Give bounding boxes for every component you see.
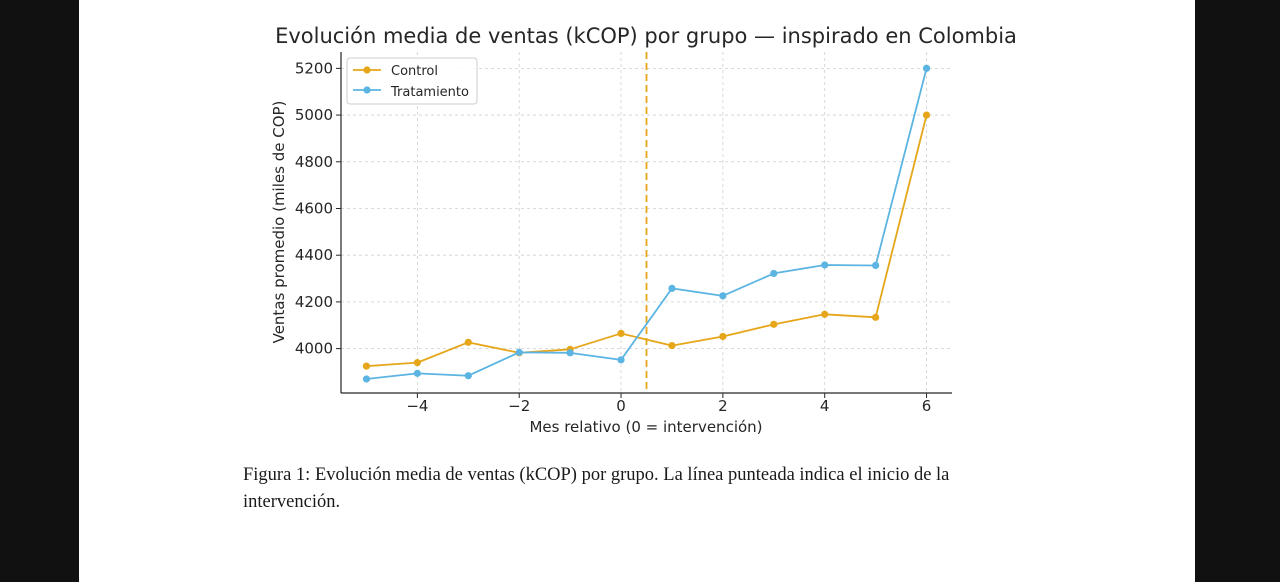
data-point-tratamiento: [413, 369, 421, 377]
y-tick-label: 4200: [295, 293, 333, 311]
data-point-tratamiento: [668, 284, 676, 292]
y-tick-label: 5200: [295, 59, 333, 77]
y-axis-label: Ventas promedio (miles de COP): [270, 101, 288, 344]
legend-marker-tratamiento: [363, 86, 371, 94]
y-tick-label: 4000: [295, 340, 333, 358]
data-point-tratamiento: [872, 261, 880, 270]
data-point-control: [821, 310, 829, 318]
series-group: [362, 64, 931, 383]
legend-marker-control: [363, 66, 371, 74]
data-point-tratamiento: [617, 356, 625, 364]
data-point-tratamiento: [770, 269, 778, 278]
x-tick-label: 2: [718, 397, 728, 415]
data-point-control: [872, 313, 880, 321]
legend-label-tratamiento: Tratamiento: [390, 85, 469, 100]
data-point-tratamiento: [362, 375, 371, 383]
data-point-tratamiento: [719, 292, 727, 300]
data-point-control: [922, 111, 931, 119]
data-point-control: [413, 359, 421, 367]
line-chart: Evolución media de ventas (kCOP) por gru…: [270, 24, 1017, 436]
y-tick-label: 4800: [295, 153, 333, 171]
data-point-control: [668, 341, 676, 350]
data-point-tratamiento: [464, 372, 472, 380]
axes: [340, 52, 952, 394]
figure-caption: Figura 1: Evolución media de ventas (kCO…: [243, 465, 950, 512]
x-tick-label: 6: [922, 397, 932, 415]
data-point-control: [770, 320, 778, 328]
series-tratamiento: [362, 64, 931, 383]
data-point-tratamiento: [566, 349, 574, 357]
x-tick-label: −2: [508, 397, 530, 415]
y-tick-label: 5000: [295, 106, 333, 124]
data-point-control: [362, 362, 371, 370]
data-point-tratamiento: [922, 64, 931, 72]
data-point-tratamiento: [515, 348, 523, 356]
y-tick-label: 4400: [295, 246, 333, 264]
x-tick-label: −4: [406, 397, 428, 415]
x-tick-label: 0: [616, 397, 626, 415]
figure-page: Evolución media de ventas (kCOP) por gru…: [79, 0, 1195, 582]
x-axis-label: Mes relativo (0 = intervención): [529, 418, 762, 436]
data-point-control: [464, 338, 472, 346]
data-point-tratamiento: [821, 261, 829, 269]
legend-label-control: Control: [391, 64, 438, 79]
series-line-tratamiento: [366, 68, 928, 380]
chart-title: Evolución media de ventas (kCOP) por gru…: [275, 24, 1017, 48]
ticks: −4 −2 0 2 4 6 4000 4200 4400 4600 4800 5000 5200: [295, 59, 932, 415]
y-tick-label: 4600: [295, 199, 333, 217]
series-line-control: [366, 114, 928, 368]
legend: Control Tratamiento: [346, 57, 478, 105]
x-tick-label: 4: [820, 397, 830, 415]
data-point-control: [719, 332, 727, 341]
gridlines: [341, 52, 952, 393]
data-point-control: [617, 329, 625, 338]
